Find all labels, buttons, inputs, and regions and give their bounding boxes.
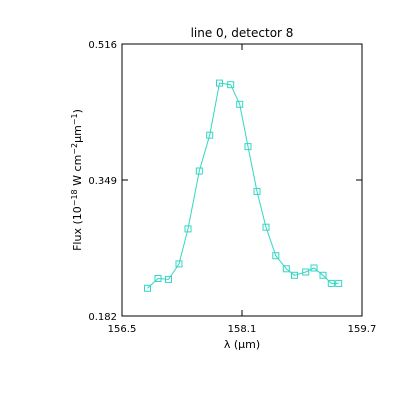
data-point-marker [262, 223, 270, 231]
data-point-marker [253, 187, 261, 195]
series-layer [144, 79, 343, 292]
y-label-exp1: −18 [70, 189, 79, 206]
data-point-marker [216, 79, 223, 87]
y-label-exp2: −2 [70, 143, 79, 155]
data-point-marker [227, 81, 235, 89]
y-label-close: ) [71, 109, 84, 113]
data-point-marker [154, 275, 162, 282]
data-point-marker [244, 143, 252, 151]
y-tick-label-bottom: 0.182 [88, 312, 117, 323]
data-point-marker [184, 225, 192, 233]
data-point-marker [165, 275, 172, 283]
y-label-unit: μm [71, 125, 84, 143]
data-point-marker [335, 279, 343, 287]
data-point-marker [236, 100, 244, 108]
data-point-marker [291, 271, 298, 279]
data-point-marker [282, 265, 290, 273]
data-point-marker [319, 271, 327, 279]
data-point-marker [327, 279, 335, 287]
data-point-marker [302, 268, 310, 276]
x-tick-label-right: 159.7 [348, 324, 377, 335]
data-point-marker [206, 131, 214, 139]
data-point-marker [195, 167, 203, 175]
y-tick-label-mid: 0.349 [88, 176, 117, 187]
y-label-main: Flux (10 [71, 206, 84, 251]
x-tick-label-left: 156.5 [108, 324, 137, 335]
x-axis-label: λ (μm) [224, 338, 260, 351]
series-line [147, 82, 339, 289]
y-label-mid: W cm [71, 155, 84, 190]
axis-ticks [122, 44, 362, 316]
y-label-exp3: −1 [70, 113, 79, 125]
data-point-marker [144, 284, 151, 292]
data-point-marker [175, 260, 183, 268]
y-axis-label: Flux (10−18 W cm−2μm−1) [70, 109, 84, 251]
chart-title: line 0, detector 8 [191, 26, 294, 40]
data-point-marker [272, 252, 280, 260]
data-point-marker [310, 264, 318, 272]
x-tick-label-mid: 158.1 [228, 324, 257, 335]
y-tick-label-top: 0.516 [88, 40, 117, 51]
